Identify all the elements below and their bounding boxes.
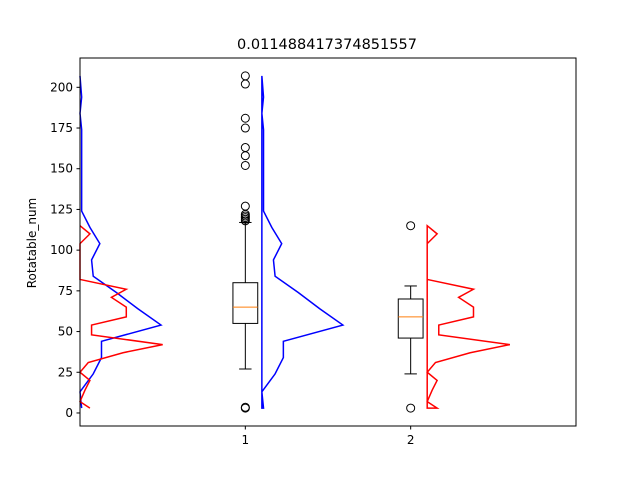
density-curve-4	[426, 224, 511, 409]
flier-point	[240, 151, 250, 161]
y-tick-label: 0	[65, 406, 73, 420]
y-tick-label: 100	[50, 243, 73, 257]
flier-point	[240, 113, 250, 123]
flier-point	[240, 160, 250, 170]
flier-point	[240, 143, 250, 153]
boxplot-2	[397, 221, 424, 413]
x-tick-label: 1	[242, 433, 250, 447]
flier-point	[406, 403, 416, 413]
x-tick-label: 2	[407, 433, 415, 447]
axes: 0 25 50 75 100 125 150 175 200 1 2	[50, 80, 414, 447]
y-tick-label: 125	[50, 202, 73, 216]
y-tick-label: 175	[50, 121, 73, 135]
flier-point	[240, 201, 250, 211]
flier-point	[240, 402, 250, 412]
y-tick-label: 150	[50, 162, 73, 176]
plot-frame	[79, 57, 577, 427]
y-tick-label: 200	[50, 80, 73, 94]
y-tick-label: 75	[58, 284, 73, 298]
density-curve-1	[79, 75, 163, 409]
boxplot-1	[232, 71, 259, 413]
y-axis-label: Rotatable_num	[25, 198, 39, 289]
y-tick-label: 25	[58, 365, 73, 379]
y-tick-label: 50	[58, 325, 73, 339]
density-curve-3	[261, 75, 345, 409]
flier-point	[406, 221, 416, 231]
chart-title: 0.011488417374851557	[237, 37, 417, 53]
box	[397, 298, 424, 339]
flier-point	[240, 71, 250, 81]
flier-point	[240, 123, 250, 133]
plot-area	[78, 71, 511, 413]
flier-point	[240, 79, 250, 89]
box	[232, 282, 259, 324]
